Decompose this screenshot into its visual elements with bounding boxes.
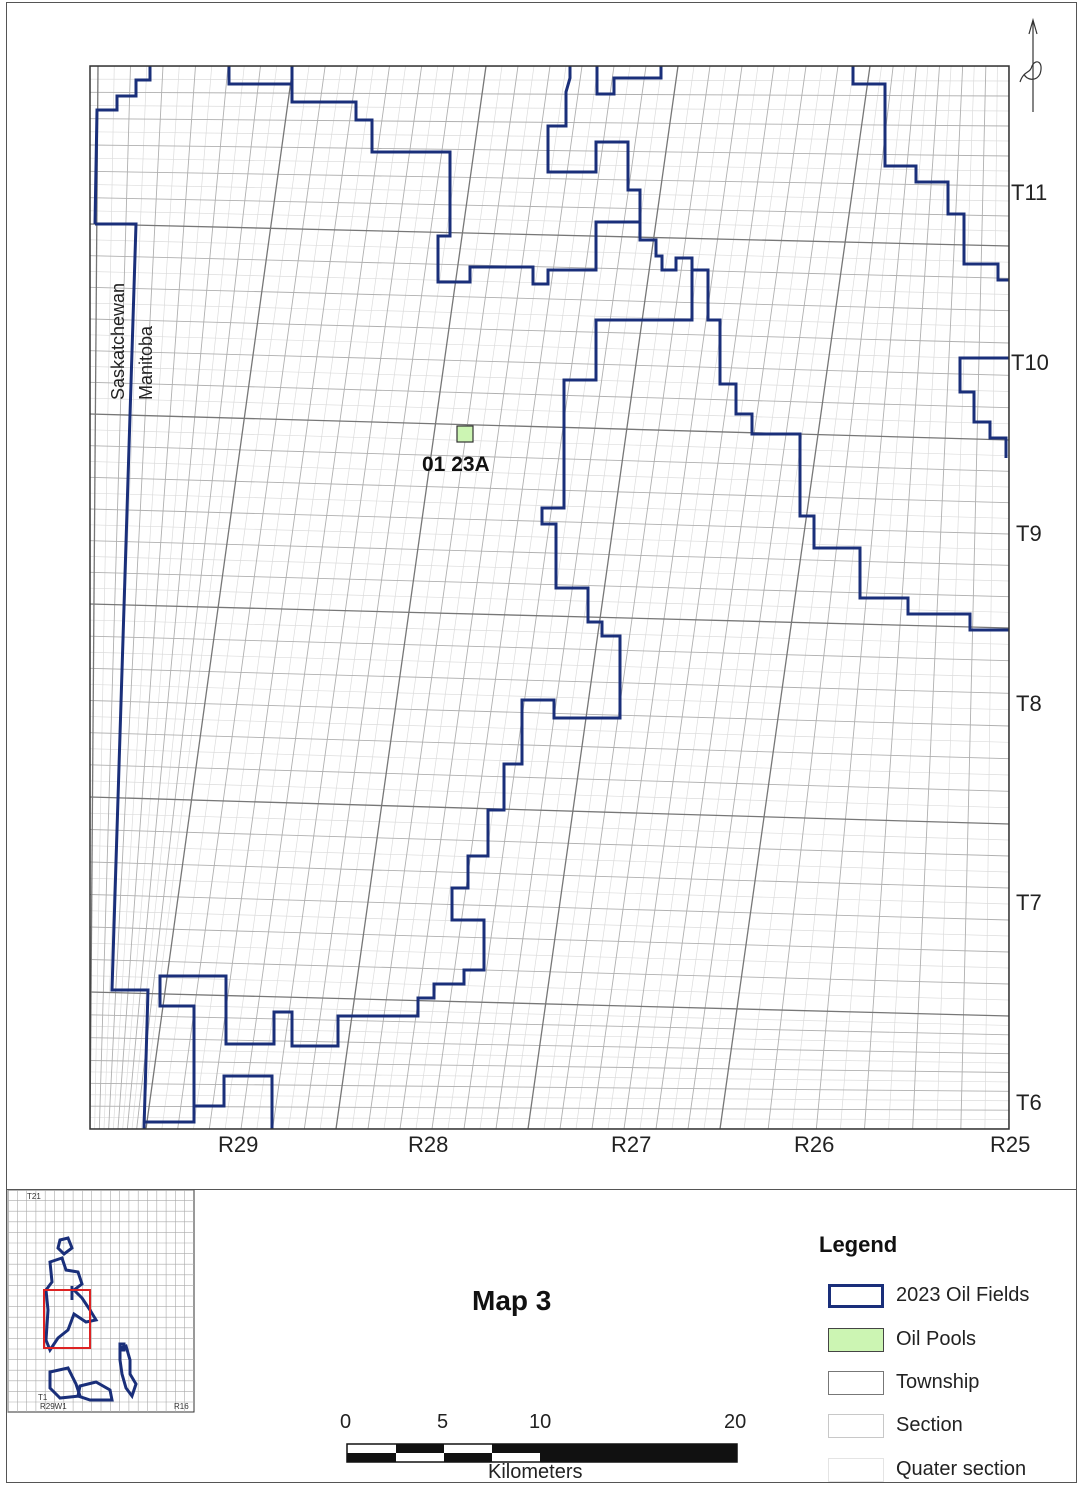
- oil-pool-label: 01 23A: [422, 453, 490, 476]
- inset-left-label: R29W1: [40, 1402, 67, 1411]
- north-arrow-icon: [1019, 17, 1042, 112]
- township-label-t10: T10: [1011, 350, 1049, 375]
- inset-right-label: R16: [174, 1402, 189, 1411]
- legend-swatch-oil-pools: [828, 1328, 884, 1352]
- legend-swatch-section: [828, 1414, 884, 1438]
- scale-tick-0: 0: [340, 1411, 352, 1433]
- range-label-r29: R29: [218, 1132, 259, 1157]
- layout-divider: [6, 1189, 1077, 1190]
- inset-field-5: [118, 1344, 138, 1400]
- map-title: Map 3: [472, 1285, 552, 1316]
- oil-field-boundaries: [93, 66, 1009, 1129]
- township-label-t11: T11: [1011, 180, 1048, 205]
- province-label-manitoba: Manitoba: [136, 325, 156, 400]
- scale-unit-label: Kilometers: [488, 1461, 583, 1483]
- legend-swatch-township: [828, 1371, 884, 1395]
- inset-map: T21 T1 R29W1 R16: [7, 1189, 195, 1413]
- section-grid: [90, 66, 1009, 1129]
- range-label-r27: R27: [611, 1132, 652, 1157]
- inset-field-6: [118, 1342, 126, 1352]
- inset-field-4: [76, 1380, 114, 1402]
- legend-label: Section: [896, 1414, 963, 1436]
- township-label-t8: T8: [1016, 691, 1042, 716]
- oil-field-north-top-right: [595, 66, 663, 96]
- legend-label: 2023 Oil Fields: [896, 1284, 1030, 1306]
- legend-swatch-quarter-section: [828, 1458, 884, 1482]
- range-label-r28: R28: [408, 1132, 449, 1157]
- legend-label: Oil Pools: [896, 1328, 977, 1350]
- inset-field-2: [44, 1256, 99, 1354]
- township-label-t9: T9: [1016, 521, 1042, 546]
- oil-field-west-boundary: [95, 222, 150, 1129]
- legend-title: Legend: [819, 1232, 898, 1257]
- oil-field-north-center: [290, 84, 642, 286]
- legend-swatch-oil-fields: [828, 1284, 884, 1308]
- inset-bottom-label: T1: [38, 1393, 48, 1402]
- legend-label: Township: [896, 1371, 980, 1393]
- oil-pool-01-23a[interactable]: [456, 425, 474, 443]
- inset-field-1: [56, 1236, 74, 1256]
- map-frame: [89, 65, 1010, 1130]
- range-label-r26: R26: [794, 1132, 835, 1157]
- township-label-t6: T6: [1016, 1090, 1042, 1115]
- range-label-r25: R25: [990, 1132, 1031, 1157]
- inset-top-label: T21: [27, 1192, 41, 1201]
- oil-field-right-branch: [692, 268, 1009, 632]
- oil-field-east-small: [958, 356, 1009, 458]
- oil-field-north-mid: [224, 66, 694, 1048]
- oil-field-north-left: [93, 66, 152, 225]
- oil-field-north-left-b: [227, 66, 294, 86]
- scale-tick-5: 5: [437, 1411, 449, 1433]
- township-grid: [90, 66, 1009, 1129]
- township-label-t7: T7: [1016, 890, 1042, 915]
- oil-field-southwest: [144, 974, 228, 1124]
- inset-extent-box: [43, 1289, 91, 1349]
- oil-field-north-east: [851, 66, 1009, 282]
- scale-bar: [346, 1443, 738, 1463]
- oil-field-southwest-b: [194, 1074, 274, 1129]
- province-label-saskatchewan: Saskatchewan: [108, 282, 128, 400]
- scale-tick-20: 20: [724, 1411, 747, 1433]
- legend-label: Quater section: [896, 1458, 1027, 1480]
- scale-tick-10: 10: [529, 1411, 552, 1433]
